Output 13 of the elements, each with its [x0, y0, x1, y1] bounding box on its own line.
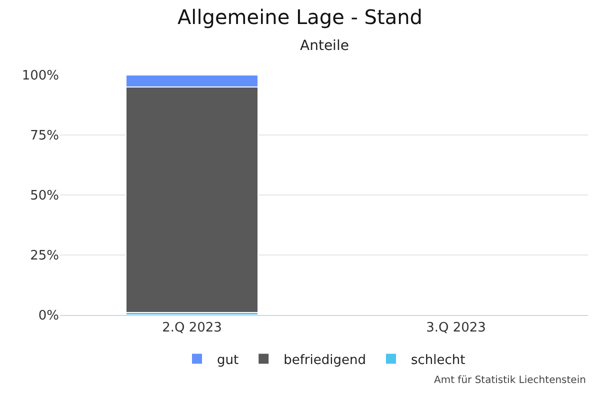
chart-title: Allgemeine Lage - Stand	[178, 5, 422, 29]
y-tick-label: 75%	[30, 128, 59, 144]
y-tick-label: 25%	[30, 248, 59, 264]
y-tick-label: 0%	[38, 308, 59, 324]
legend-label: schlecht	[410, 352, 466, 368]
legend-label: gut	[217, 352, 239, 368]
x-tick-label: 2.Q 2023	[162, 320, 222, 336]
y-tick-label: 50%	[30, 188, 59, 204]
legend-label: befriedigend	[284, 352, 366, 368]
chart-subtitle: Anteile	[300, 38, 349, 54]
x-tick-label: 3.Q 2023	[426, 320, 486, 336]
text: Amt für Statistik Liechtenstein	[434, 375, 586, 386]
y-tick-label: 100%	[22, 68, 59, 84]
